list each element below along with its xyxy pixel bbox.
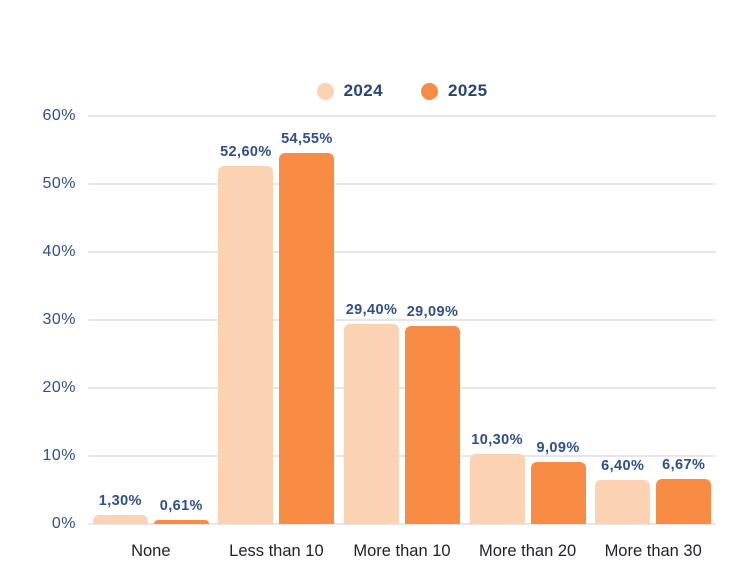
- legend-label-2024: 2024: [343, 81, 383, 100]
- value-label-2024-more-than-10: 29,40%: [345, 302, 398, 319]
- bar-2025-more-than-30[interactable]: [656, 478, 712, 524]
- y-axis-tick-60%: 60%: [42, 107, 76, 124]
- gridline-60%: [88, 115, 716, 117]
- value-label-2024-less-than-10: 52,60%: [220, 144, 272, 161]
- y-axis-tick-20%: 20%: [42, 379, 76, 396]
- x-axis-label-more-than-20: More than 20: [478, 542, 577, 560]
- value-label-2025-none: 0,61%: [159, 497, 203, 514]
- chart-legend: 2024 2025: [88, 78, 716, 104]
- legend-item-2024[interactable]: 2024: [316, 81, 383, 101]
- bar-2024-less-than-10[interactable]: [218, 166, 274, 524]
- bar-2024-more-than-30[interactable]: [595, 480, 651, 524]
- value-label-2025-more-than-20: 9,09%: [536, 440, 580, 457]
- bar-2025-less-than-10[interactable]: [279, 153, 335, 524]
- gridline-50%: [88, 183, 716, 185]
- value-label-2024-more-than-20: 10,30%: [471, 431, 523, 448]
- value-label-2025-more-than-10: 29,09%: [406, 304, 459, 321]
- x-axis-label-none: None: [131, 542, 171, 560]
- bar-2025-more-than-20[interactable]: [530, 462, 586, 524]
- y-axis-tick-0%: 0%: [51, 515, 76, 532]
- legend-item-2025[interactable]: 2025: [421, 81, 487, 101]
- legend-swatch-2025-icon: [421, 82, 438, 100]
- x-axis-label-less-than-10: Less than 10: [229, 542, 324, 560]
- gridline-30%: [88, 319, 716, 321]
- y-axis-tick-50%: 50%: [42, 175, 76, 192]
- gridline-20%: [88, 387, 716, 389]
- y-axis-tick-10%: 10%: [42, 447, 76, 464]
- value-label-2025-less-than-10: 54,55%: [281, 131, 333, 148]
- value-label-2024-more-than-30: 6,40%: [601, 458, 645, 475]
- y-axis-tick-30%: 30%: [42, 311, 76, 328]
- bar-2024-none[interactable]: [92, 515, 148, 524]
- x-axis-label-more-than-10: More than 10: [353, 542, 451, 560]
- value-label-2024-none: 1,30%: [98, 493, 142, 510]
- gridline-40%: [88, 251, 716, 253]
- bar-2025-more-than-10[interactable]: [405, 326, 460, 524]
- bar-2025-none[interactable]: [153, 519, 209, 524]
- bar-2024-more-than-20[interactable]: [469, 453, 525, 524]
- legend-swatch-2024-icon: [316, 82, 334, 100]
- y-axis-tick-40%: 40%: [42, 243, 76, 260]
- value-label-2025-more-than-30: 6,67%: [662, 456, 706, 473]
- legend-label-2025: 2025: [448, 81, 488, 100]
- x-axis-label-more-than-30: More than 30: [604, 542, 702, 560]
- bar-2024-more-than-10[interactable]: [344, 324, 399, 524]
- gridline-0%: [88, 523, 716, 525]
- gridline-10%: [88, 455, 716, 457]
